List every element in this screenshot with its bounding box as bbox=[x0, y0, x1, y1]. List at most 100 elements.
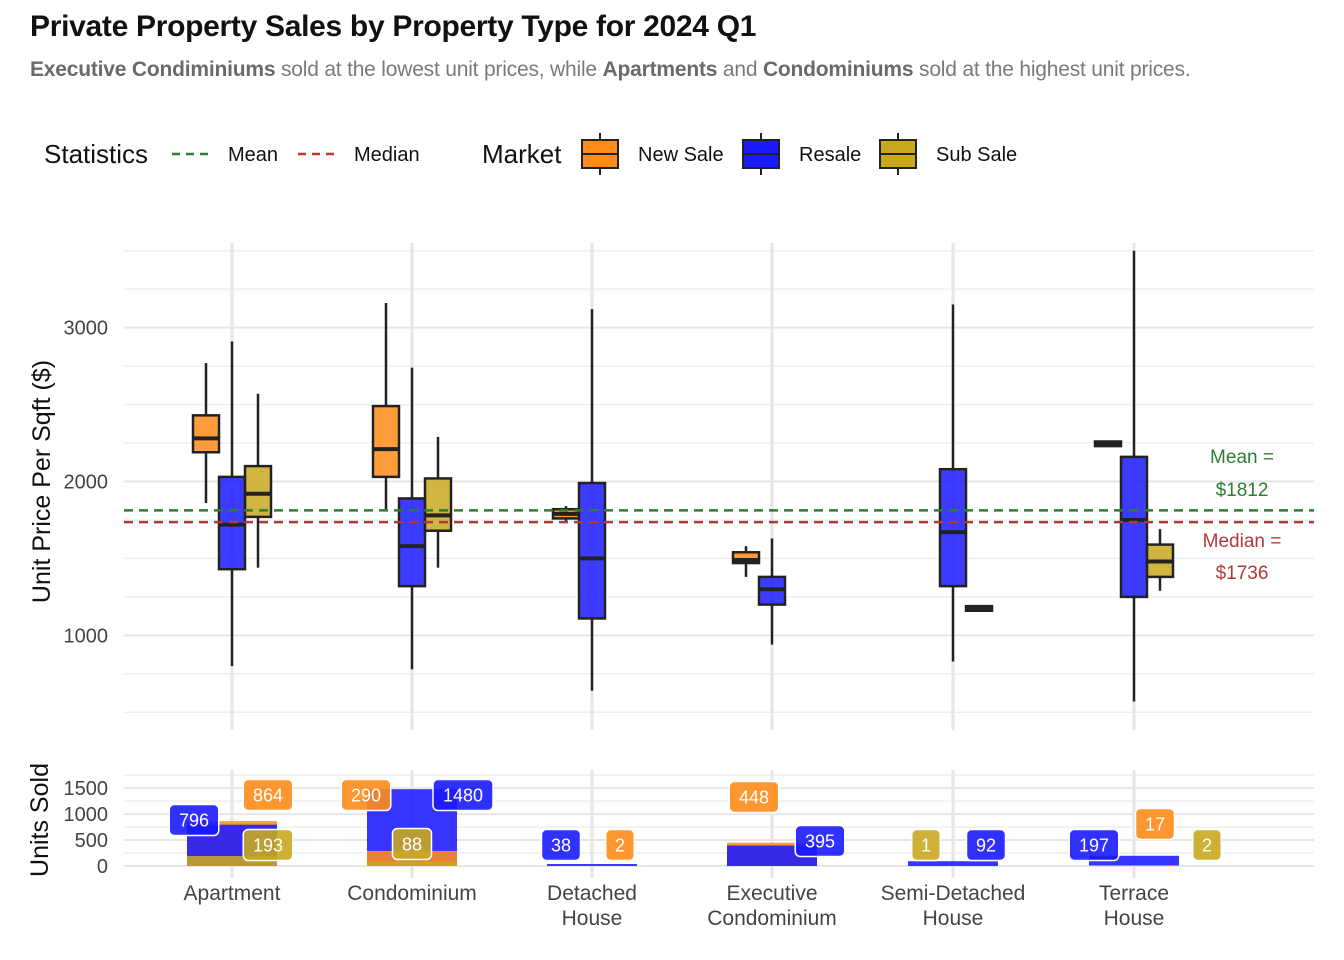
box-new-sale bbox=[371, 303, 401, 510]
data-label-box bbox=[605, 828, 635, 862]
y-tick-label: 1000 bbox=[64, 625, 109, 647]
data-label-box bbox=[432, 778, 494, 812]
box-resale bbox=[577, 309, 607, 691]
bar-resale bbox=[1089, 855, 1179, 866]
data-label-box bbox=[1134, 807, 1176, 841]
bar-sub-sale bbox=[187, 855, 277, 866]
x-tick-label: Executive bbox=[726, 882, 817, 905]
median-annotation-line2: $1736 bbox=[1216, 563, 1269, 584]
data-label-sub-sale: 193 bbox=[242, 828, 294, 862]
bar-resale bbox=[547, 864, 637, 866]
data-label-text: 864 bbox=[253, 786, 283, 806]
x-tick-label: Condominium bbox=[347, 882, 477, 905]
bar-resale bbox=[908, 861, 998, 866]
data-label-box bbox=[391, 827, 433, 861]
box-iqr bbox=[243, 464, 273, 519]
box-iqr bbox=[938, 467, 968, 588]
chart-subtitle: Executive Condiminiums sold at the lowes… bbox=[30, 58, 1191, 82]
data-label-text: 448 bbox=[739, 788, 769, 808]
box-iqr bbox=[371, 404, 401, 479]
box-resale bbox=[938, 304, 968, 662]
data-label-resale: 92 bbox=[965, 828, 1007, 862]
data-label-resale: 1480 bbox=[432, 778, 494, 812]
data-label-resale: 796 bbox=[168, 803, 220, 837]
legend-label-resale: Resale bbox=[799, 144, 861, 166]
legend-label-new-sale: New Sale bbox=[638, 144, 724, 166]
x-tick-label: House bbox=[1104, 907, 1165, 930]
legend-label-mean: Mean bbox=[228, 144, 278, 166]
x-tick-label: Semi-Detached bbox=[881, 882, 1026, 905]
data-label-text: 17 bbox=[1145, 815, 1165, 835]
data-label-text: 197 bbox=[1079, 836, 1109, 856]
legend-label-median: Median bbox=[354, 144, 420, 166]
data-label-box bbox=[242, 828, 294, 862]
box-resale bbox=[397, 367, 427, 670]
data-label-box bbox=[728, 780, 780, 814]
data-label-box bbox=[1192, 828, 1222, 862]
box-new-sale bbox=[1093, 440, 1123, 448]
data-label-text: 395 bbox=[805, 832, 835, 852]
box-resale bbox=[1119, 250, 1149, 702]
data-label-new-sale: 290 bbox=[340, 778, 392, 812]
data-label-new-sale: 864 bbox=[242, 778, 294, 812]
box-sub-sale bbox=[1145, 529, 1175, 591]
box-sub-sale bbox=[964, 604, 994, 613]
bar-new-sale bbox=[1089, 865, 1179, 866]
data-label-text: 1480 bbox=[443, 786, 483, 806]
boxplot-gridlines bbox=[124, 243, 1314, 730]
mean-annotation-line2: $1812 bbox=[1216, 480, 1269, 501]
chart-title: Private Property Sales by Property Type … bbox=[30, 10, 757, 43]
data-label-text: 2 bbox=[1202, 836, 1212, 856]
mean-annotation-line1: Mean = bbox=[1210, 447, 1274, 468]
data-label-new-sale: 448 bbox=[728, 780, 780, 814]
legend-title-statistics: Statistics bbox=[44, 139, 148, 169]
data-label-text: 193 bbox=[253, 836, 283, 856]
y-tick-label: 2000 bbox=[64, 472, 109, 494]
legend-label-sub-sale: Sub Sale bbox=[936, 144, 1017, 166]
box-resale bbox=[217, 341, 247, 667]
data-label-text: 1 bbox=[921, 836, 931, 856]
subtitle-emphasis-executive: Executive Condiminiums bbox=[30, 58, 276, 81]
data-label-box bbox=[340, 778, 392, 812]
data-label-box bbox=[965, 828, 1007, 862]
x-tick-label: House bbox=[923, 907, 984, 930]
box-iqr bbox=[731, 551, 761, 565]
data-label-resale: 197 bbox=[1068, 828, 1120, 862]
data-label-box bbox=[540, 828, 582, 862]
legend: Statistics Mean Median Market New Sale Resale… bbox=[44, 133, 1017, 175]
box-new-sale bbox=[551, 506, 581, 522]
data-label-new-sale: 17 bbox=[1134, 807, 1176, 841]
bar-sub-sale bbox=[367, 861, 457, 866]
box-new-sale bbox=[731, 546, 761, 577]
data-label-sub-sale: 2 bbox=[1192, 828, 1222, 862]
subtitle-emphasis-apartments: Apartments bbox=[602, 58, 718, 81]
boxplot-panel: 1000 2000 3000 Unit Price Per Sqft ($) Mean … bbox=[28, 243, 1314, 730]
data-label-text: 290 bbox=[351, 786, 381, 806]
y-tick-label: 0 bbox=[97, 856, 108, 878]
box-iqr bbox=[577, 481, 607, 620]
legend-title-market: Market bbox=[482, 139, 562, 169]
bar-panel: 0 500 1000 1500 Units Sold 796 864 193 290 1480 88… bbox=[26, 763, 1314, 930]
data-label-box bbox=[168, 803, 220, 837]
subtitle-text-3: sold at the highest unit prices. bbox=[913, 58, 1191, 81]
data-label-box bbox=[794, 824, 846, 858]
data-label-text: 92 bbox=[976, 836, 996, 856]
subtitle-text-1: sold at the lowest unit prices, while bbox=[275, 58, 603, 81]
data-label-text: 2 bbox=[615, 836, 625, 856]
box-new-sale bbox=[191, 363, 221, 504]
data-label-sub-sale: 1 bbox=[911, 828, 941, 862]
y-tick-label: 1000 bbox=[64, 804, 109, 826]
data-label-box bbox=[242, 778, 294, 812]
data-label-box bbox=[911, 828, 941, 862]
box-sub-sale bbox=[243, 393, 273, 568]
data-label-box bbox=[1068, 828, 1120, 862]
x-tick-label: Apartment bbox=[184, 882, 281, 905]
data-label-text: 796 bbox=[179, 811, 209, 831]
y-tick-label: 1500 bbox=[64, 778, 109, 800]
x-tick-label: Condominium bbox=[707, 907, 837, 930]
y-axis-title-units: Units Sold bbox=[26, 763, 54, 877]
box-sub-sale bbox=[423, 436, 453, 568]
data-label-resale: 395 bbox=[794, 824, 846, 858]
y-tick-label: 3000 bbox=[64, 318, 109, 340]
